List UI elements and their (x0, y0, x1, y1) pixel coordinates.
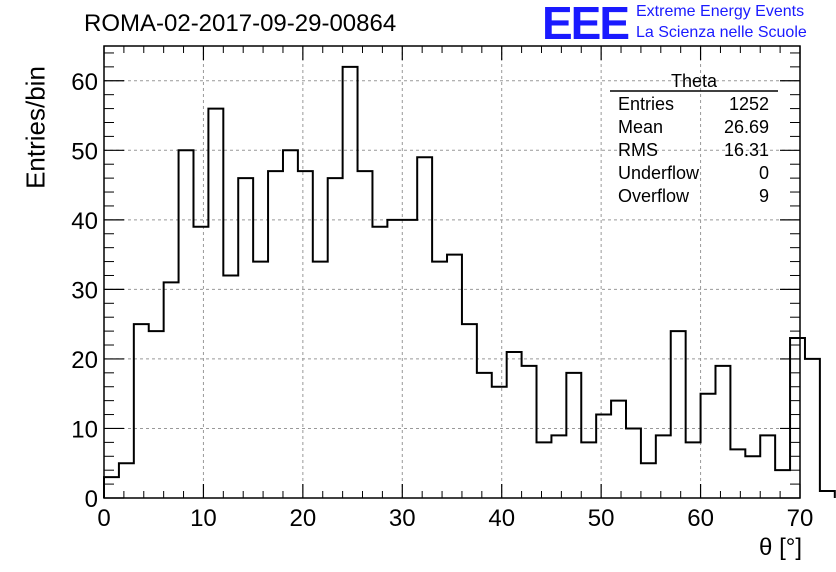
stats-value: 26.69 (724, 117, 769, 137)
y-tick-label: 10 (71, 416, 98, 443)
stats-label: Mean (618, 117, 663, 137)
x-tick-label: 70 (787, 505, 814, 532)
histogram-outline (103, 65, 836, 498)
stats-label: Entries (618, 94, 674, 114)
x-axis-label: θ [°] (759, 534, 802, 561)
x-tick-label: 50 (588, 505, 615, 532)
logo-line-2: La Scienza nelle Scuole (636, 24, 807, 41)
stats-value: 1252 (729, 94, 769, 114)
y-tick-label: 0 (85, 486, 98, 513)
x-tick-label: 30 (389, 505, 416, 532)
eee-logo-mark: EEE (542, 0, 630, 49)
stats-value: 16.31 (724, 140, 769, 160)
stats-value: 9 (759, 186, 769, 206)
x-tick-label: 10 (190, 505, 217, 532)
logo-line-1: Extreme Energy Events (636, 3, 805, 20)
stats-box: Theta Entries 1252 Mean 26.69 RMS 16.31 Underfl… (610, 71, 778, 206)
stats-label: Underflow (618, 163, 700, 183)
y-axis-label: Entries/bin (20, 66, 51, 189)
y-tick-label: 50 (71, 138, 98, 165)
stats-label: RMS (618, 140, 658, 160)
x-tick-label: 60 (687, 505, 714, 532)
tick-labels: 0 10 20 30 40 50 60 70 0 10 20 30 40 50 60 (71, 69, 813, 532)
stats-value: 0 (759, 163, 769, 183)
chart-title: ROMA-02-2017-09-29-00864 (84, 10, 397, 37)
axis-ticks (103, 46, 801, 499)
y-tick-label: 30 (71, 277, 98, 304)
grid (104, 46, 800, 498)
y-tick-label: 60 (71, 69, 98, 96)
y-tick-label: 20 (71, 347, 98, 374)
plot-frame (103, 45, 801, 499)
x-tick-label: 40 (488, 505, 515, 532)
stats-box-title: Theta (671, 71, 718, 91)
x-tick-label: 20 (290, 505, 317, 532)
x-tick-label: 0 (97, 505, 110, 532)
stats-label: Overflow (618, 186, 690, 206)
y-tick-label: 40 (71, 208, 98, 235)
